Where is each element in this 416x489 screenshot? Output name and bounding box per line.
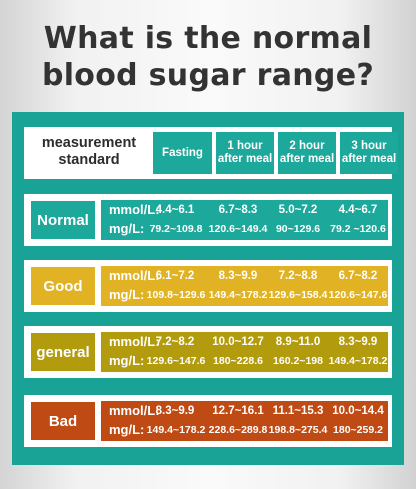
row-good: Good mmol/L: 6.1~7.2 8.3~9.9 7.2~8.8 6.7… [24, 260, 392, 312]
unit-mg: mg/L: [109, 287, 145, 302]
value-2h-mmol: 7.2~8.8 [278, 270, 318, 282]
unit-mmol: mmol/L: [109, 268, 160, 283]
value-fasting-mmol: 6.1~7.2 [155, 270, 195, 282]
label-bad: Bad [31, 402, 95, 440]
value-3h-mmol: 6.7~8.2 [338, 270, 378, 282]
value-3h-mg: 79.2 ~120.6 [330, 223, 386, 235]
header-3-hour: 3 hour after meal [340, 132, 398, 174]
value-2h-mmol: 5.0~7.2 [278, 204, 318, 216]
value-1h-mg: 120.6~149.4 [208, 223, 268, 235]
unit-mmol: mmol/L: [109, 403, 160, 418]
values-normal: mmol/L: 4.4~6.1 6.7~8.3 5.0~7.2 4.4~6.7 … [101, 200, 388, 240]
header-3-hour-line-2: after meal [341, 153, 397, 165]
value-fasting-mg: 149.4~178.2 [146, 424, 206, 436]
measurement-standard-label: measurement standard [30, 135, 148, 169]
unit-mg: mg/L: [109, 221, 145, 236]
mmol-line: mmol/L: 4.4~6.1 6.7~8.3 5.0~7.2 4.4~6.7 [101, 200, 388, 220]
header-3-hour-line-1: 3 hour [351, 140, 387, 152]
row-bad: Bad mmol/L: 8.3~9.9 12.7~16.1 11.1~15.3 … [24, 395, 392, 447]
header-1-hour-line-2: after meal [217, 153, 273, 165]
value-3h-mg: 120.6~147.6 [328, 289, 388, 301]
mg-line: mg/L: 79.2~109.8 120.6~149.4 90~129.6 79… [101, 219, 388, 239]
value-2h-mg: 160.2~198 [273, 355, 323, 367]
values-general: mmol/L: 7.2~8.2 10.0~12.7 8.9~11.0 8.3~9… [101, 332, 388, 372]
label-good: Good [31, 267, 95, 305]
unit-mg: mg/L: [109, 353, 145, 368]
header-1-hour: 1 hour after meal [216, 132, 274, 174]
values-bad: mmol/L: 8.3~9.9 12.7~16.1 11.1~15.3 10.0… [101, 401, 388, 441]
mg-line: mg/L: 129.6~147.6 180~228.6 160.2~198 14… [101, 351, 388, 371]
header-2-hour-line-2: after meal [279, 153, 335, 165]
measurement-label-line-1: measurement [41, 135, 137, 151]
value-1h-mmol: 8.3~9.9 [218, 270, 258, 282]
unit-mmol: mmol/L: [109, 202, 160, 217]
unit-mg: mg/L: [109, 422, 145, 437]
header-fasting-line-1: Fasting [162, 146, 203, 159]
page-title: What is the normal blood sugar range? [0, 20, 416, 94]
value-fasting-mmol: 4.4~6.1 [155, 204, 195, 216]
value-1h-mg: 180~228.6 [213, 355, 263, 367]
value-fasting-mmol: 7.2~8.2 [155, 336, 195, 348]
value-2h-mg: 90~129.6 [275, 223, 321, 235]
mmol-line: mmol/L: 8.3~9.9 12.7~16.1 11.1~15.3 10.0… [101, 401, 388, 421]
value-1h-mg: 149.4~178.2 [208, 289, 268, 301]
blood-sugar-table: measurement standard Fasting 1 hour after… [12, 112, 404, 465]
value-2h-mg: 198.8~275.4 [268, 424, 328, 436]
label-general: general [31, 333, 95, 371]
value-1h-mmol: 12.7~16.1 [212, 405, 264, 417]
label-normal: Normal [31, 201, 95, 239]
mmol-line: mmol/L: 6.1~7.2 8.3~9.9 7.2~8.8 6.7~8.2 [101, 266, 388, 286]
row-normal: Normal mmol/L: 4.4~6.1 6.7~8.3 5.0~7.2 4… [24, 194, 392, 246]
measurement-label-line-2: standard [58, 152, 120, 168]
value-3h-mmol: 4.4~6.7 [338, 204, 378, 216]
title-line-2: blood sugar range? [41, 58, 375, 93]
value-3h-mmol: 8.3~9.9 [338, 336, 378, 348]
value-1h-mg: 228.6~289.8 [208, 424, 268, 436]
mg-line: mg/L: 109.8~129.6 149.4~178.2 129.6~158.… [101, 285, 388, 305]
header-1-hour-line-1: 1 hour [227, 140, 263, 152]
value-3h-mmol: 10.0~14.4 [332, 405, 384, 417]
value-fasting-mmol: 8.3~9.9 [155, 405, 195, 417]
title-line-1: What is the normal [43, 21, 373, 56]
mg-line: mg/L: 149.4~178.2 228.6~289.8 198.8~275.… [101, 420, 388, 440]
value-3h-mg: 149.4~178.2 [328, 355, 388, 367]
header-2-hour-line-1: 2 hour [289, 140, 325, 152]
unit-mmol: mmol/L: [109, 334, 160, 349]
value-2h-mg: 129.6~158.4 [268, 289, 328, 301]
header-2-hour: 2 hour after meal [278, 132, 336, 174]
value-1h-mmol: 6.7~8.3 [218, 204, 258, 216]
mmol-line: mmol/L: 7.2~8.2 10.0~12.7 8.9~11.0 8.3~9… [101, 332, 388, 352]
value-fasting-mg: 109.8~129.6 [146, 289, 206, 301]
value-fasting-mg: 79.2~109.8 [149, 223, 203, 235]
value-2h-mmol: 11.1~15.3 [272, 405, 324, 417]
value-1h-mmol: 10.0~12.7 [212, 336, 264, 348]
header-fasting: Fasting [153, 132, 212, 174]
value-fasting-mg: 129.6~147.6 [146, 355, 206, 367]
value-3h-mg: 180~259.2 [333, 424, 383, 436]
values-good: mmol/L: 6.1~7.2 8.3~9.9 7.2~8.8 6.7~8.2 … [101, 266, 388, 306]
table-header: measurement standard Fasting 1 hour after… [24, 127, 398, 179]
row-general: general mmol/L: 7.2~8.2 10.0~12.7 8.9~11… [24, 326, 392, 378]
value-2h-mmol: 8.9~11.0 [275, 336, 321, 348]
